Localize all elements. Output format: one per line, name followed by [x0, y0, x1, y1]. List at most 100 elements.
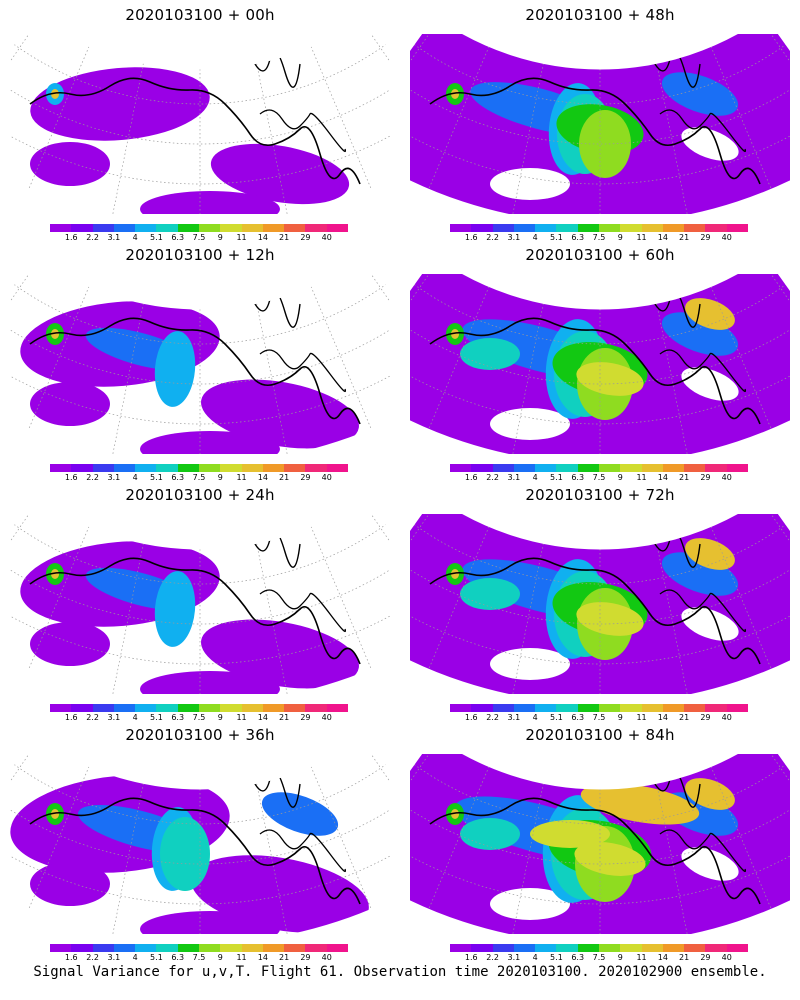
variance-blob — [460, 338, 520, 370]
parallel-line — [413, 44, 787, 105]
meridian-line — [656, 63, 688, 214]
colorbar-swatch — [598, 944, 621, 952]
colorbar-swatch — [156, 944, 178, 952]
parallel-line — [410, 76, 790, 145]
colorbar-tick-label: 14 — [657, 233, 668, 242]
map-field — [410, 274, 790, 454]
colorbar-swatch — [177, 704, 199, 712]
colorbar-tick-label: 1.6 — [64, 473, 78, 482]
colorbar-swatch — [620, 224, 642, 232]
parallel-line — [10, 589, 390, 665]
map-field — [410, 754, 790, 934]
colorbar-tick-label: 14 — [257, 473, 268, 482]
colorbar-swatches — [450, 224, 748, 232]
colorbar-tick-label: 40 — [321, 713, 332, 722]
colorbar-tick-label: 21 — [279, 713, 290, 722]
colorbar-tick-label: 3.1 — [107, 473, 121, 482]
map-outline — [410, 274, 790, 454]
parallel-line — [10, 829, 390, 905]
coastline — [659, 829, 747, 873]
colorbar-swatch — [641, 464, 663, 472]
panel-title: 2020103100 + 72h — [525, 486, 675, 504]
white-gap — [490, 888, 570, 920]
colorbar-tick-label: 3.1 — [107, 713, 121, 722]
white-gap — [681, 607, 739, 641]
map-panel-24h: 2020103100 + 24h 1.6 2.2 3.1 4 5.1 6.3 7.5 9 11 1… — [10, 480, 390, 722]
variance-blob — [576, 602, 644, 636]
colorbar-swatch — [71, 704, 93, 712]
meridian-line — [256, 63, 288, 214]
colorbar-tick-label: 21 — [279, 233, 290, 242]
colorbar-swatch — [598, 224, 621, 232]
colorbar-tick-label: 40 — [721, 713, 732, 722]
colorbar-tick-label: 21 — [279, 473, 290, 482]
meridian-line — [710, 766, 772, 910]
parallel-line — [13, 524, 387, 585]
colorbar-swatch — [577, 464, 599, 472]
variance-map — [410, 34, 790, 214]
colorbar-swatch — [726, 224, 748, 232]
colorbar-tick-label: 9 — [217, 713, 223, 722]
colorbar-swatch — [156, 464, 178, 472]
variance-blob — [460, 818, 520, 850]
colorbar-swatch — [198, 224, 221, 232]
colorbar-swatches — [50, 224, 348, 232]
meridian-line — [256, 543, 288, 694]
parallel-line — [410, 829, 790, 905]
coastline — [259, 589, 347, 633]
colorbar-tick-label: 4 — [132, 713, 138, 722]
map-panel-12h: 2020103100 + 12h 1.6 2.2 3.1 4 5.1 6.3 7.5 9 11 1… — [10, 240, 390, 482]
map-field — [410, 34, 790, 214]
variance-blob — [154, 571, 196, 647]
colorbar-swatch — [284, 944, 306, 952]
variance-blob — [30, 862, 110, 906]
colorbar: 1.6 2.2 3.1 4 5.1 6.3 7.5 9 11 14 21 29 40 — [450, 704, 750, 726]
colorbar-swatch — [113, 704, 136, 712]
variance-blob — [160, 817, 210, 891]
map-field — [10, 514, 390, 694]
colorbar-tick-label: 5.1 — [150, 233, 163, 242]
colorbar-tick-label: 3.1 — [507, 473, 521, 482]
colorbar-swatch — [598, 464, 621, 472]
variance-hotspot — [51, 809, 59, 819]
colorbar-swatch — [113, 944, 136, 952]
colorbar-tick-label: 14 — [257, 233, 268, 242]
parallel-line — [410, 556, 790, 625]
colorbar-swatch — [450, 704, 472, 712]
colorbar-tick-label: 5.1 — [150, 713, 163, 722]
variance-hotspot — [451, 569, 459, 579]
colorbar-tick-label: 9 — [617, 233, 623, 242]
colorbar-tick-label: 11 — [236, 713, 247, 722]
colorbar-tick-label: 5.1 — [550, 713, 563, 722]
colorbar-swatch — [135, 944, 157, 952]
colorbar-swatch — [641, 224, 663, 232]
colorbar-swatch — [241, 944, 263, 952]
map-field — [10, 274, 390, 454]
variance-hotspot — [451, 809, 459, 819]
colorbar-tick-label: 21 — [679, 233, 690, 242]
parallel-line — [10, 109, 390, 185]
colorbar-tick-label: 3.1 — [107, 953, 121, 962]
variance-blob — [261, 792, 339, 836]
meridian-line — [656, 783, 688, 934]
map-outline — [10, 274, 390, 454]
variance-blob — [210, 143, 350, 205]
colorbar-tick-label: 14 — [257, 713, 268, 722]
colorbar-swatch — [556, 704, 578, 712]
parallel-line — [413, 764, 787, 825]
colorbar: 1.6 2.2 3.1 4 5.1 6.3 7.5 9 11 14 21 29 40 — [50, 944, 350, 966]
colorbar-tick-label: 9 — [617, 953, 623, 962]
colorbar-tick-label: 29 — [300, 713, 311, 722]
colorbar-labels: 1.6 2.2 3.1 4 5.1 6.3 7.5 9 11 14 21 29 40 — [450, 953, 748, 965]
colorbar-swatches — [50, 704, 348, 712]
colorbar-swatch — [471, 944, 493, 952]
meridian-line — [28, 526, 90, 670]
colorbar-swatch — [156, 704, 178, 712]
colorbar-tick-label: 11 — [636, 713, 647, 722]
colorbar-tick-label: 4 — [532, 233, 538, 242]
parallel-line — [10, 316, 390, 385]
colorbar-swatches — [450, 944, 748, 952]
variance-map — [10, 514, 390, 694]
variance-blob — [30, 67, 210, 141]
colorbar-swatch — [726, 704, 748, 712]
